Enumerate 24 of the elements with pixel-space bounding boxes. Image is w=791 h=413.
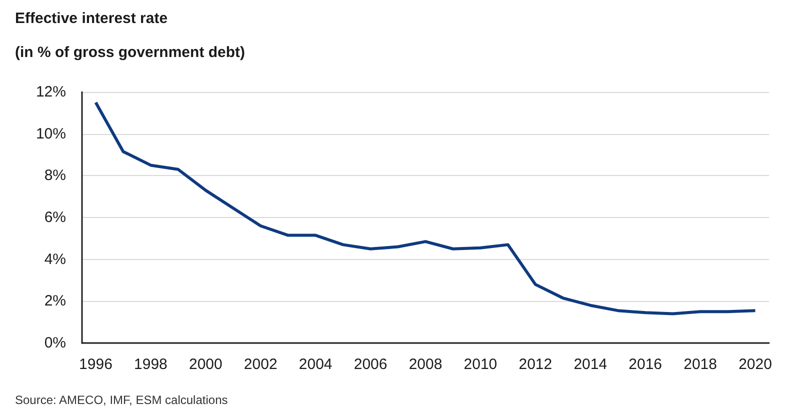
y-tick-label: 0%: [44, 334, 66, 352]
chart-subtitle: (in % of gross government debt): [15, 44, 246, 61]
x-tick-label: 2010: [464, 356, 498, 373]
chart-title: Effective interest rate: [15, 10, 168, 27]
x-tick-label: 2006: [354, 356, 388, 373]
source-note: Source: AMECO, IMF, ESM calculations: [15, 393, 228, 407]
x-tick-label: 2008: [408, 356, 442, 373]
x-tick-label: 2012: [518, 356, 552, 373]
x-tick-label: 2014: [574, 356, 608, 373]
y-tick-label: 6%: [44, 209, 66, 226]
x-tick-label: 2002: [244, 356, 278, 373]
line-series: [94, 100, 757, 316]
x-tick-label: 2018: [684, 356, 717, 373]
x-tick-label: 2004: [298, 356, 332, 373]
y-tick-label: 8%: [44, 167, 66, 184]
x-tick-label: 2020: [738, 356, 772, 373]
y-tick-label: 10%: [36, 125, 66, 142]
x-tick-label: 2000: [188, 356, 222, 373]
x-tick-label: 2016: [628, 356, 662, 373]
x-tick-label: 1996: [79, 356, 112, 373]
x-tick-label: 1998: [134, 356, 168, 373]
y-tick-label: 2%: [44, 292, 66, 310]
y-tick-label: 12%: [36, 84, 66, 100]
y-tick-label: 4%: [44, 250, 66, 268]
